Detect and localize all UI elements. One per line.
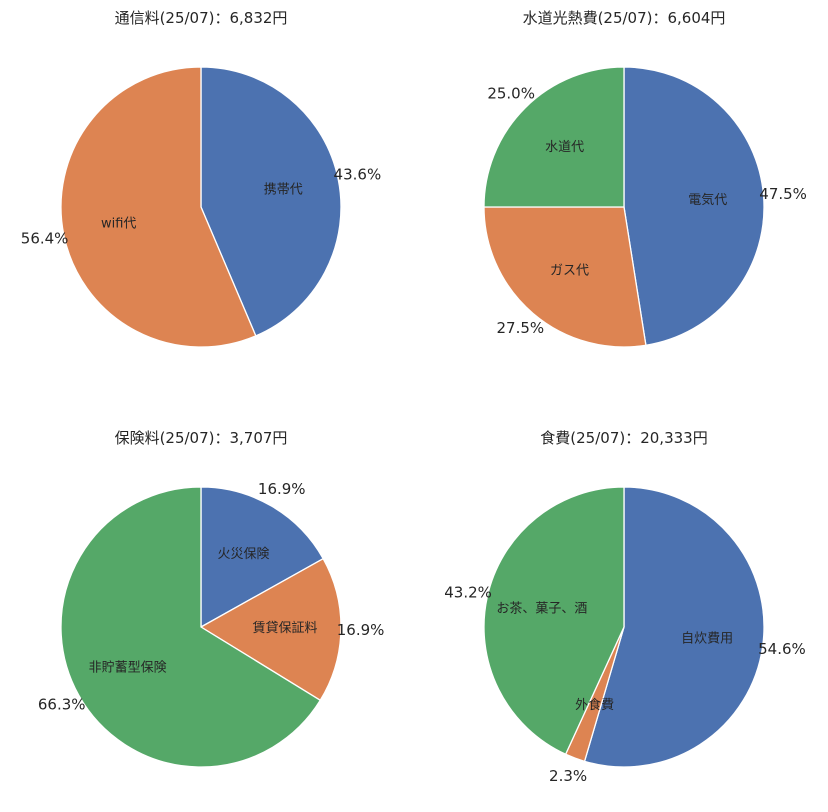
pie-slice [623, 66, 765, 346]
pie-labels: 自炊費用 54.6% 外食費 2.3% お茶、菓子、酒43.2% [444, 583, 806, 785]
pie-labels: 携帯代 43.6% wifi代 56.4% [21, 166, 381, 248]
pie-slice [60, 486, 321, 768]
pie-slice [483, 206, 647, 348]
pie-slice [200, 486, 324, 628]
slice-percent-label: 16.9% [337, 621, 385, 639]
slice-percent-label: 43.2% [444, 583, 492, 601]
slice-percent-label: 27.5% [497, 319, 545, 337]
slice-label: 電気代 [688, 192, 727, 208]
slice-label: 火災保険 [217, 547, 269, 562]
pie-slice [200, 558, 342, 701]
pie-slice [483, 66, 625, 208]
slice-label: 携帯代 [264, 182, 303, 198]
slice-label: 水道代 [545, 140, 584, 155]
slice-label: ガス代 [550, 263, 589, 278]
slice-label: wifi代 [101, 216, 136, 231]
chart-title: 保険料(25/07)：3,707円 [115, 429, 288, 447]
slice-percent-label: 47.5% [759, 185, 807, 203]
pie-slices [60, 66, 342, 348]
slice-percent-label: 43.6% [334, 166, 382, 184]
slice-percent-label: 54.6% [758, 640, 806, 658]
slice-percent-label: 2.3% [549, 767, 587, 785]
pie-slice [60, 66, 257, 348]
chart-title: 通信料(25/07)：6,832円 [115, 9, 288, 27]
pie-labels: 電気代 47.5% ガス代 27.5% 水道代 25.0% [487, 85, 807, 337]
slice-percent-label: 66.3% [38, 695, 86, 713]
pie-slice [583, 486, 765, 768]
slice-percent-label: 16.9% [258, 480, 306, 498]
chart-title: 水道光熱費(25/07)：6,604円 [523, 9, 726, 27]
pie-slices [483, 486, 765, 768]
slice-label: 賃貸保証料 [252, 620, 317, 636]
slice-label: 外食費 [575, 697, 614, 713]
pie-labels: 火災保険 16.9% 賃貸保証料 16.9% 非貯蓄型保険 66.3% [38, 480, 385, 714]
pie-slice [200, 66, 342, 337]
chart-communication: 通信料(25/07)：6,832円 携帯代 43.6% wifi代 56.4% [21, 9, 381, 348]
slice-label: 非貯蓄型保険 [89, 661, 167, 676]
slice-percent-label: 56.4% [21, 229, 69, 247]
pie-slices [483, 66, 765, 348]
slice-percent-label: 25.0% [487, 85, 535, 103]
slice-label: お茶、菓子、酒 [496, 601, 587, 617]
chart-food: 食費(25/07)：20,333円 自炊費用 54.6% 外食費 2.3% お茶、菓子、… [444, 429, 806, 785]
chart-insurance: 保険料(25/07)：3,707円 火災保険 16.9% 賃貸保証料 16.9% 非貯蓄… [38, 429, 385, 768]
chart-title: 食費(25/07)：20,333円 [540, 429, 707, 447]
chart-utilities: 水道光熱費(25/07)：6,604円 電気代 47.5% ガス代 27.5% 水道代 2… [483, 9, 807, 348]
pie-slice [483, 486, 625, 755]
slice-label: 自炊費用 [681, 631, 733, 646]
pie-slices [60, 486, 342, 768]
